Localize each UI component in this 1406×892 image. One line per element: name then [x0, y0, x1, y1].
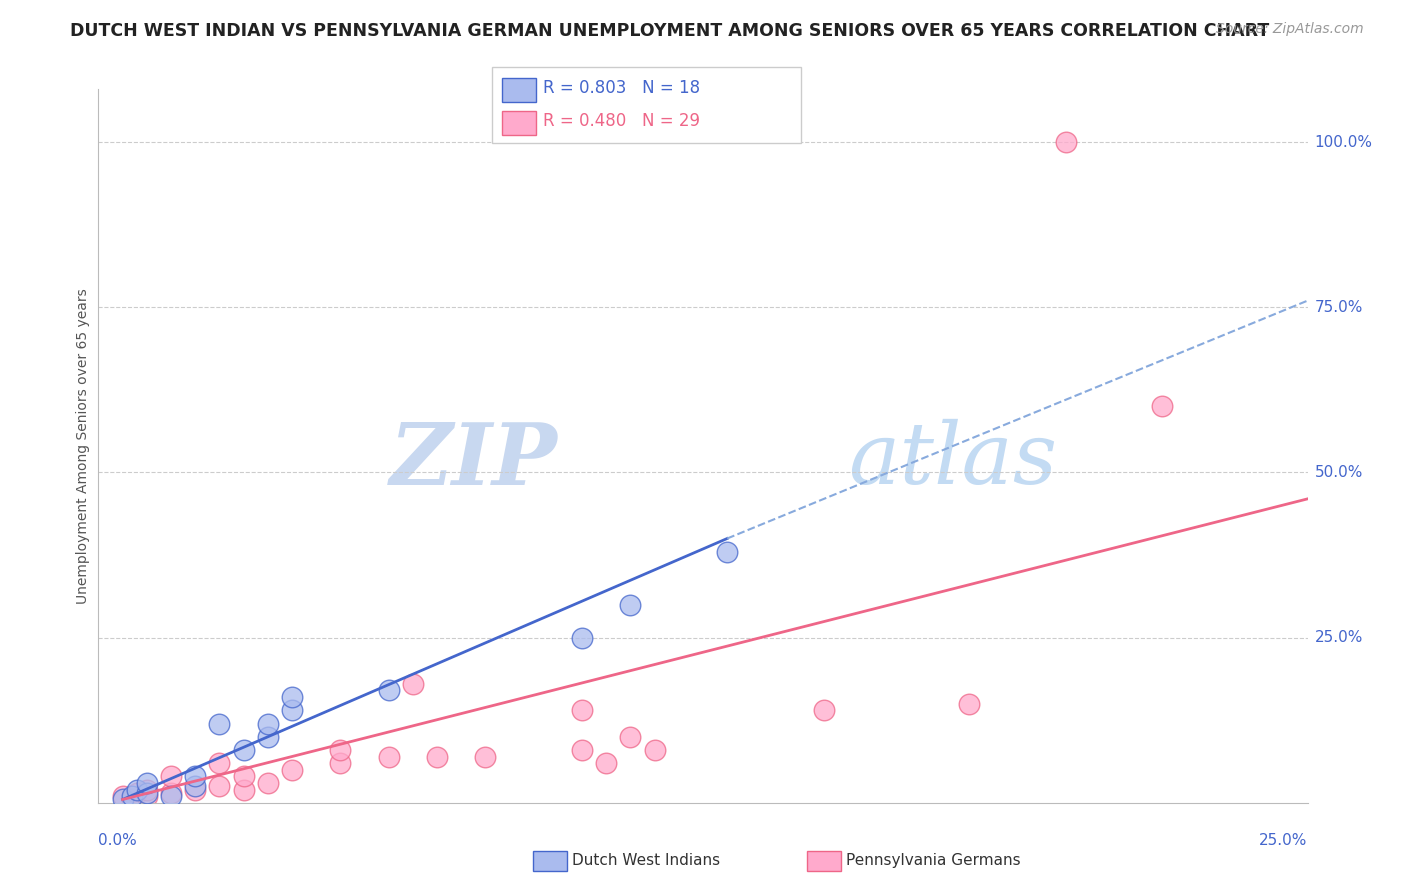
Point [619, 730, 641, 744]
Point [208, 756, 231, 771]
Point [329, 756, 352, 771]
Point [281, 703, 304, 717]
Text: 25.0%: 25.0% [1315, 630, 1362, 645]
Text: atlas: atlas [848, 419, 1057, 501]
Point [813, 703, 835, 717]
Text: 100.0%: 100.0% [1315, 135, 1372, 150]
Text: 25.0%: 25.0% [1260, 833, 1308, 848]
Point [135, 776, 157, 790]
Point [716, 545, 738, 559]
Text: R = 0.803   N = 18: R = 0.803 N = 18 [543, 79, 700, 97]
Point [184, 769, 207, 783]
Point [135, 789, 157, 804]
Point [1152, 400, 1174, 414]
Point [127, 782, 149, 797]
Point [281, 690, 304, 704]
Text: R = 0.480   N = 29: R = 0.480 N = 29 [543, 112, 700, 130]
Point [111, 789, 134, 804]
Point [127, 786, 149, 800]
Text: 75.0%: 75.0% [1315, 300, 1362, 315]
Point [184, 779, 207, 793]
Point [571, 743, 593, 757]
Text: 50.0%: 50.0% [1315, 465, 1362, 480]
Point [426, 749, 449, 764]
Text: Dutch West Indians: Dutch West Indians [572, 854, 720, 868]
Text: Source: ZipAtlas.com: Source: ZipAtlas.com [1216, 22, 1364, 37]
Text: 0.0%: 0.0% [98, 833, 138, 848]
Point [232, 743, 254, 757]
Point [160, 789, 183, 804]
Point [377, 749, 399, 764]
Y-axis label: Unemployment Among Seniors over 65 years: Unemployment Among Seniors over 65 years [76, 288, 90, 604]
Point [644, 743, 666, 757]
Point [160, 786, 183, 800]
Point [329, 743, 352, 757]
Point [571, 631, 593, 645]
Text: Pennsylvania Germans: Pennsylvania Germans [846, 854, 1021, 868]
Point [377, 683, 399, 698]
Point [232, 782, 254, 797]
Point [595, 756, 617, 771]
Point [1054, 135, 1077, 149]
Point [256, 730, 278, 744]
Point [160, 769, 183, 783]
Text: DUTCH WEST INDIAN VS PENNSYLVANIA GERMAN UNEMPLOYMENT AMONG SENIORS OVER 65 YEAR: DUTCH WEST INDIAN VS PENNSYLVANIA GERMAN… [70, 22, 1270, 40]
Point [121, 789, 143, 804]
Point [184, 782, 207, 797]
Point [619, 598, 641, 612]
Point [111, 792, 134, 806]
Point [135, 786, 157, 800]
Point [402, 677, 425, 691]
Point [135, 782, 157, 797]
Point [256, 716, 278, 731]
Text: ZIP: ZIP [389, 418, 558, 502]
Point [957, 697, 980, 711]
Point [474, 749, 496, 764]
Point [571, 703, 593, 717]
Point [208, 716, 231, 731]
Point [121, 792, 143, 806]
Point [232, 769, 254, 783]
Point [208, 779, 231, 793]
Point [281, 763, 304, 777]
Point [256, 776, 278, 790]
